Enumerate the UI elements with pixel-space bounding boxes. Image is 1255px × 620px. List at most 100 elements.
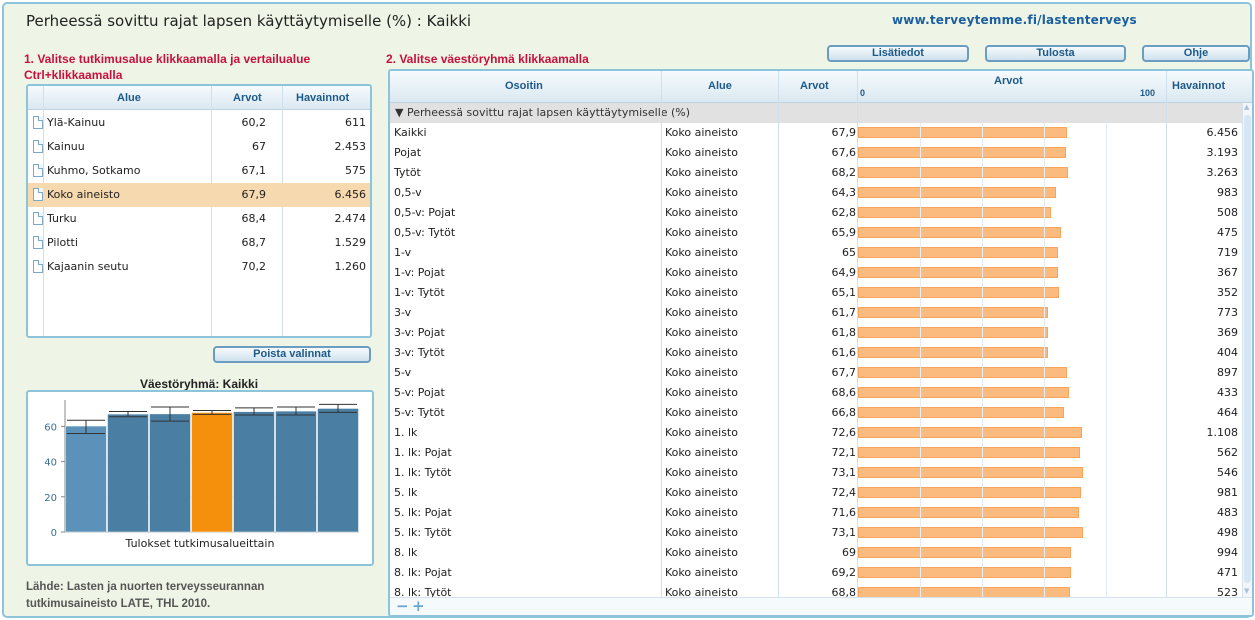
column-header-area[interactable]: Alue bbox=[117, 92, 141, 104]
grid-row[interactable]: 5. lk Koko aineisto 72,4 981 bbox=[390, 483, 1242, 503]
count-label: 719 bbox=[1217, 246, 1238, 259]
grid-row[interactable]: 5. lk: Tytöt Koko aineisto 73,1 498 bbox=[390, 523, 1242, 543]
site-link[interactable]: www.terveytemme.fi/lastenterveys bbox=[892, 13, 1137, 27]
area-count: 2.474 bbox=[334, 212, 367, 225]
indicator-label: 5. lk: Pojat bbox=[394, 506, 452, 519]
indicator-label: 5-v bbox=[394, 366, 412, 379]
area-name: Kuhmo, Sotkamo bbox=[47, 164, 141, 177]
grid-row[interactable]: Pojat Koko aineisto 67,6 3.193 bbox=[390, 143, 1242, 163]
value-label: 64,3 bbox=[831, 186, 857, 199]
grid-row[interactable]: 8. lk: Pojat Koko aineisto 69,2 471 bbox=[390, 563, 1242, 583]
help-button[interactable]: Ohje bbox=[1142, 45, 1250, 62]
column-header-values[interactable]: Arvot bbox=[233, 92, 262, 104]
grid-row[interactable]: Tytöt Koko aineisto 68,2 3.263 bbox=[390, 163, 1242, 183]
scroll-down-icon[interactable]: ▼ bbox=[1244, 587, 1250, 595]
grid-row[interactable]: 5-v Koko aineisto 67,7 897 bbox=[390, 363, 1242, 383]
value-bar bbox=[858, 527, 1083, 538]
grid-row[interactable]: 1. lk Koko aineisto 72,6 1.108 bbox=[390, 423, 1242, 443]
grid-footer: − + bbox=[390, 597, 1252, 615]
grid-row[interactable]: 1-v: Tytöt Koko aineisto 65,1 352 bbox=[390, 283, 1242, 303]
area-row[interactable]: Koko aineisto 67,9 6.456 bbox=[28, 183, 370, 207]
source-note: Lähde: Lasten ja nuorten terveysseuranna… bbox=[26, 581, 265, 610]
column-header-bar[interactable]: Arvot bbox=[994, 75, 1023, 87]
grid-row[interactable]: 3-v Koko aineisto 61,7 773 bbox=[390, 303, 1242, 323]
indicator-label: 5. lk: Tytöt bbox=[394, 526, 452, 539]
area-row[interactable]: Kainuu 67 2.453 bbox=[28, 135, 370, 159]
grid-row[interactable]: 3-v: Tytöt Koko aineisto 61,6 404 bbox=[390, 343, 1242, 363]
area-label: Koko aineisto bbox=[665, 446, 738, 459]
value-bar bbox=[858, 387, 1069, 398]
column-header-indicator[interactable]: Osoitin bbox=[505, 80, 543, 92]
indicator-label: 8. lk: Tytöt bbox=[394, 586, 452, 599]
area-label: Koko aineisto bbox=[665, 486, 738, 499]
grid-row[interactable]: 0,5-v: Tytöt Koko aineisto 65,9 475 bbox=[390, 223, 1242, 243]
value-bar bbox=[858, 187, 1056, 198]
grid-row[interactable]: 5. lk: Pojat Koko aineisto 71,6 483 bbox=[390, 503, 1242, 523]
collapse-icon[interactable]: − bbox=[396, 597, 409, 615]
grid-scrollbar[interactable]: ▲ ▼ bbox=[1242, 103, 1252, 597]
grid-row[interactable]: 5-v: Tytöt Koko aineisto 66,8 464 bbox=[390, 403, 1242, 423]
print-button[interactable]: Tulosta bbox=[985, 45, 1126, 62]
area-row[interactable]: Pilotti 68,7 1.529 bbox=[28, 231, 370, 255]
grid-row[interactable]: 5-v: Pojat Koko aineisto 68,6 433 bbox=[390, 383, 1242, 403]
grid-row[interactable]: 3-v: Pojat Koko aineisto 61,8 369 bbox=[390, 323, 1242, 343]
value-bar bbox=[858, 307, 1048, 318]
mini-chart-title: Väestöryhmä: Kaikki bbox=[139, 377, 259, 391]
column-header-observations[interactable]: Havainnot bbox=[296, 92, 350, 104]
grid-row[interactable]: 8. lk Koko aineisto 69 994 bbox=[390, 543, 1242, 563]
chart-bar bbox=[275, 410, 317, 533]
info-button[interactable]: Lisätiedot bbox=[827, 45, 969, 62]
grid-row[interactable]: 0,5-v: Pojat Koko aineisto 62,8 508 bbox=[390, 203, 1242, 223]
page-title: Perheessä sovittu rajat lapsen käyttäyty… bbox=[26, 12, 472, 30]
count-label: 546 bbox=[1217, 466, 1238, 479]
indicator-label: 0,5-v: Pojat bbox=[394, 206, 456, 219]
area-name: Koko aineisto bbox=[47, 188, 120, 201]
column-divider bbox=[1166, 71, 1167, 597]
area-value: 70,2 bbox=[241, 260, 267, 273]
area-row[interactable]: Kajaanin seutu 70,2 1.260 bbox=[28, 255, 370, 279]
grid-row[interactable]: 0,5-v Koko aineisto 64,3 983 bbox=[390, 183, 1242, 203]
area-label: Koko aineisto bbox=[665, 426, 738, 439]
grid-row[interactable]: 1. lk: Pojat Koko aineisto 72,1 562 bbox=[390, 443, 1242, 463]
value-label: 73,1 bbox=[831, 466, 857, 479]
chart-bar bbox=[317, 408, 359, 533]
indicator-label: Pojat bbox=[394, 146, 422, 159]
area-table: Alue Arvot Havainnot Ylä-Kainuu 60,2 611 Ka… bbox=[26, 84, 372, 338]
area-label: Koko aineisto bbox=[665, 506, 738, 519]
indicator-label: 3-v: Pojat bbox=[394, 326, 445, 339]
area-label: Koko aineisto bbox=[665, 406, 738, 419]
area-row[interactable]: Turku 68,4 2.474 bbox=[28, 207, 370, 231]
area-row[interactable]: Ylä-Kainuu 60,2 611 bbox=[28, 111, 370, 135]
area-label: Koko aineisto bbox=[665, 466, 738, 479]
count-label: 981 bbox=[1217, 486, 1238, 499]
document-icon bbox=[33, 188, 43, 201]
expand-icon[interactable]: + bbox=[412, 597, 425, 615]
group-row[interactable]: ▼ Perheessä sovittu rajat lapsen käyttäy… bbox=[390, 103, 1242, 123]
column-header-area[interactable]: Alue bbox=[708, 80, 732, 92]
grid-row[interactable]: 1-v: Pojat Koko aineisto 64,9 367 bbox=[390, 263, 1242, 283]
scroll-up-icon[interactable]: ▲ bbox=[1244, 103, 1250, 111]
area-label: Koko aineisto bbox=[665, 346, 738, 359]
value-label: 68,2 bbox=[831, 166, 857, 179]
y-tick-label: 20 bbox=[44, 493, 57, 504]
count-label: 994 bbox=[1217, 546, 1238, 559]
area-label: Koko aineisto bbox=[665, 246, 738, 259]
bar-gridline bbox=[920, 123, 921, 597]
count-label: 483 bbox=[1217, 506, 1238, 519]
value-bar bbox=[858, 467, 1083, 478]
area-row[interactable]: Kuhmo, Sotkamo 67,1 575 bbox=[28, 159, 370, 183]
count-label: 773 bbox=[1217, 306, 1238, 319]
scroll-thumb[interactable] bbox=[1244, 115, 1251, 583]
value-label: 72,1 bbox=[831, 446, 857, 459]
value-bar bbox=[858, 567, 1071, 578]
column-header-values[interactable]: Arvot bbox=[800, 80, 829, 92]
grid-row[interactable]: 1-v Koko aineisto 65 719 bbox=[390, 243, 1242, 263]
indicator-label: 1-v: Pojat bbox=[394, 266, 445, 279]
column-divider bbox=[211, 86, 212, 336]
column-header-observations[interactable]: Havainnot bbox=[1172, 80, 1226, 92]
grid-row[interactable]: Kaikki Koko aineisto 67,9 6.456 bbox=[390, 123, 1242, 143]
grid-row[interactable]: 1. lk: Tytöt Koko aineisto 73,1 546 bbox=[390, 463, 1242, 483]
clear-selections-button[interactable]: Poista valinnat bbox=[213, 346, 371, 363]
area-count: 575 bbox=[345, 164, 366, 177]
count-label: 471 bbox=[1217, 566, 1238, 579]
